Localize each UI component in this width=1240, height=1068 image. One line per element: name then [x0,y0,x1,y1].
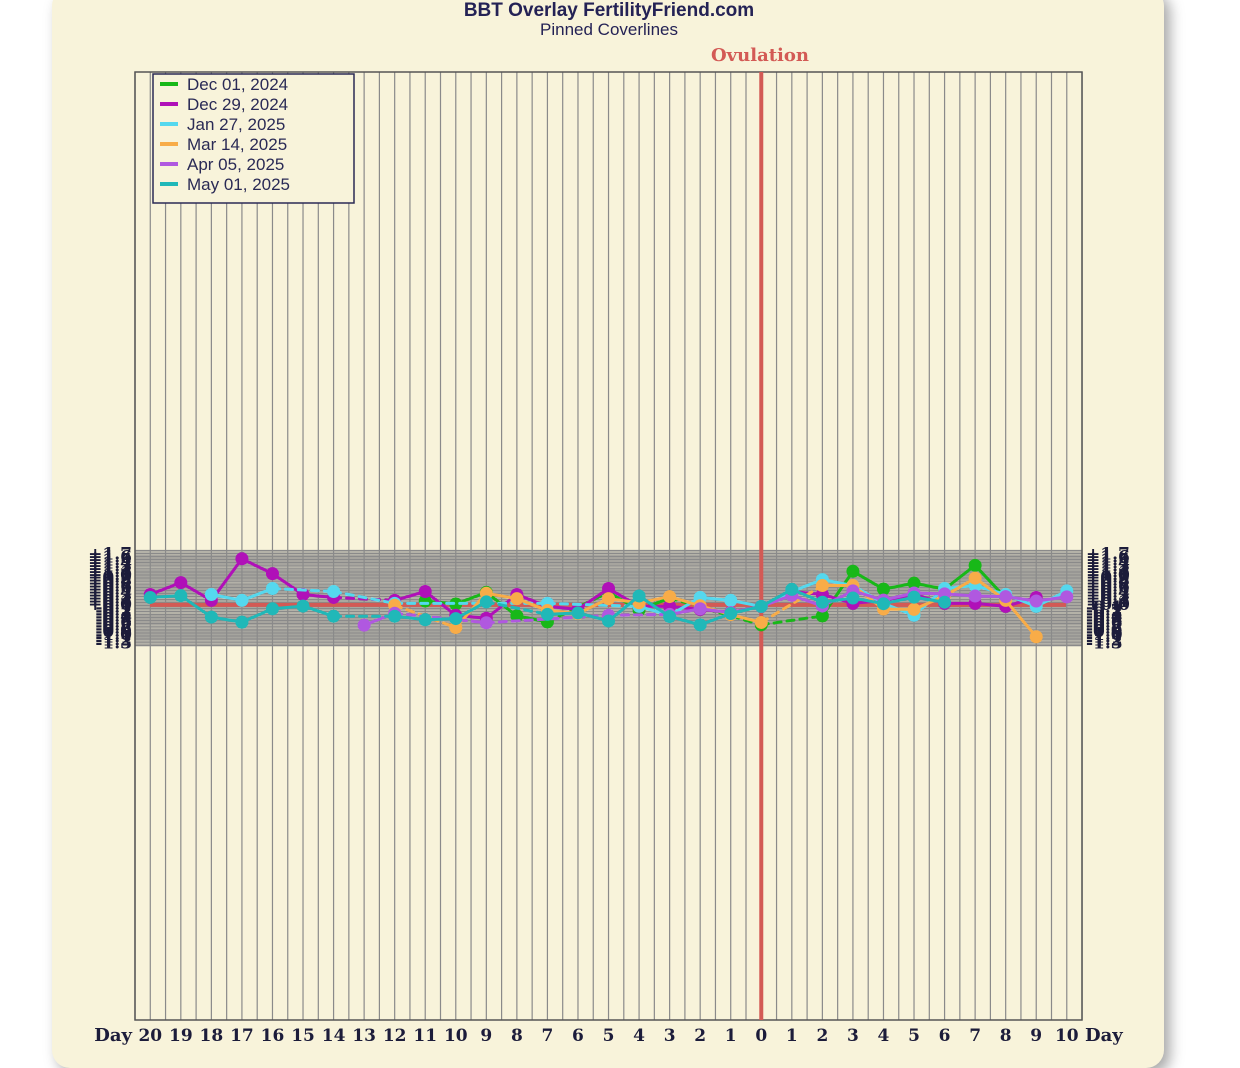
y-tick-label-right: -1.3 [1086,634,1123,654]
data-point [694,618,707,631]
legend-entry: Dec 29, 2024 [187,95,288,114]
data-point [694,602,707,615]
x-tick-label: 8 [511,1026,523,1046]
data-point [419,613,432,626]
x-tick-label: 15 [291,1026,315,1046]
chart-title: BBT Overlay FertilityFriend.com [464,0,754,21]
data-point [877,597,890,610]
data-point [908,591,921,604]
data-point [785,583,798,596]
data-point [266,567,279,580]
x-tick-label: 8 [1000,1026,1012,1046]
data-point [541,608,554,621]
x-tick-label: 2 [694,1026,706,1046]
data-point [969,589,982,602]
data-point [602,592,615,605]
data-point [235,594,248,607]
data-point [663,590,676,603]
data-point [755,616,768,629]
data-point [816,596,829,609]
x-tick-label: 6 [572,1026,584,1046]
x-tick-label: 0 [755,1026,767,1046]
data-point [724,607,737,620]
x-tick-label: 10 [1055,1026,1079,1046]
data-point [480,616,493,629]
data-point [327,585,340,598]
data-point [663,610,676,623]
x-tick-label: 16 [261,1026,285,1046]
x-tick-label: 6 [939,1026,951,1046]
x-tick-label: 14 [322,1026,346,1046]
data-point [846,592,859,605]
x-tick-label: 1 [725,1026,737,1046]
data-point [327,610,340,623]
x-tick-label: 13 [352,1026,376,1046]
data-point [235,552,248,565]
data-point [969,572,982,585]
legend-entry: Dec 01, 2024 [187,75,288,94]
data-point [633,589,646,602]
legend-entry: Jan 27, 2025 [187,115,285,134]
ovulation-label: Ovulation [711,45,809,66]
x-tick-label: 20 [138,1026,162,1046]
x-tick-label: 9 [1030,1026,1042,1046]
x-axis-label-left: Day [94,1025,132,1046]
x-tick-label: 5 [603,1026,615,1046]
x-tick-label: 18 [200,1026,224,1046]
x-tick-label: 7 [969,1026,981,1046]
data-point [449,612,462,625]
data-point [1060,590,1073,603]
chart-subtitle: Pinned Coverlines [540,20,678,39]
data-point [358,619,371,632]
data-point [999,590,1012,603]
data-point [480,595,493,608]
x-tick-label: 4 [878,1026,890,1046]
data-point [144,591,157,604]
x-tick-label: 11 [413,1026,437,1046]
legend-entry: May 01, 2025 [187,175,290,194]
x-tick-label: 7 [542,1026,554,1046]
data-point [266,602,279,615]
data-point [755,600,768,613]
data-point [602,614,615,627]
x-tick-label: 9 [480,1026,492,1046]
x-axis-label-right: Day [1085,1025,1123,1046]
data-point [297,600,310,613]
data-point [1030,630,1043,643]
x-tick-label: 10 [444,1026,468,1046]
data-point [388,610,401,623]
data-point [205,611,218,624]
x-tick-label: 2 [816,1026,828,1046]
x-tick-label: 5 [908,1026,920,1046]
data-point [235,616,248,629]
data-point [266,582,279,595]
data-point [969,559,982,572]
data-point [510,592,523,605]
legend-entry: Apr 05, 2025 [187,155,284,174]
data-point [419,585,432,598]
x-tick-label: 3 [664,1026,676,1046]
data-point [724,594,737,607]
grid [135,72,1082,1020]
data-point [174,589,187,602]
x-tick-label: 12 [383,1026,407,1046]
legend-entry: Mar 14, 2025 [187,135,287,154]
data-point [908,603,921,616]
x-tick-label: 1 [786,1026,798,1046]
data-point [174,576,187,589]
data-point [938,596,951,609]
x-tick-label: 17 [230,1026,254,1046]
data-point [205,588,218,601]
data-point [1030,595,1043,608]
data-point [571,606,584,619]
y-tick-label-left: -1.3 [95,634,132,654]
data-point [846,565,859,578]
x-tick-label: 19 [169,1026,193,1046]
x-tick-label: 4 [633,1026,645,1046]
data-point [816,579,829,592]
x-tick-label: 3 [847,1026,859,1046]
